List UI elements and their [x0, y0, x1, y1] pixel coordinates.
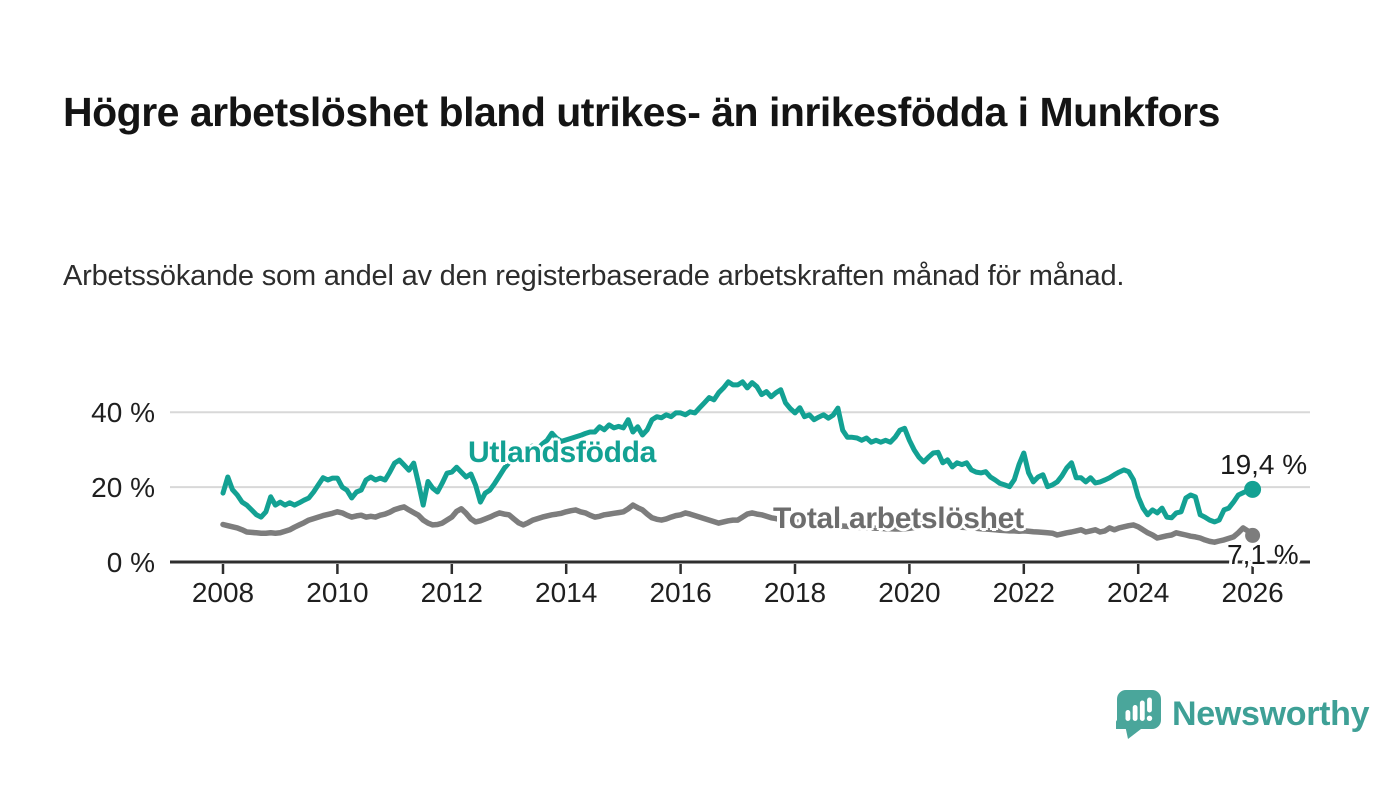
x-tick-label: 2014 [535, 577, 597, 608]
x-tick-label: 2018 [764, 577, 826, 608]
series-line-utlandsfodda [220, 379, 1256, 525]
series-label-total-arbetsloshet: Total arbetslöshet [773, 502, 1024, 535]
series-label-utlandsfodda: Utlandsfödda [468, 436, 657, 469]
chart-subtitle: Arbetssökande som andel av den registerb… [63, 260, 1125, 292]
x-tick-label: 2016 [649, 577, 711, 608]
series-line-total [220, 502, 1256, 545]
newsworthy-logo: Newsworthy [1116, 689, 1370, 739]
page-title: Högre arbetslöshet bland utrikes- än inr… [63, 89, 1220, 136]
y-tick-label: 0 % [107, 547, 155, 578]
x-tick-label: 2026 [1221, 577, 1283, 608]
logo-bubble-tail [1125, 725, 1141, 739]
end-value-label-utlandsfodda: 19,4 % [1220, 449, 1308, 480]
series-end-dot-utlandsfodda [1244, 480, 1262, 498]
end-value-label-total: 7,1 % [1227, 539, 1299, 570]
x-tick-label: 2012 [421, 577, 483, 608]
x-tick-label: 2008 [192, 577, 254, 608]
series-end-dot-total [1245, 527, 1261, 543]
x-tick-label: 2022 [993, 577, 1055, 608]
x-tick-label: 2024 [1107, 577, 1169, 608]
y-tick-label: 40 % [91, 397, 155, 428]
newsworthy-wordmark: Newsworthy [1172, 694, 1370, 733]
y-tick-label: 20 % [91, 472, 155, 503]
newsworthy-icon [1116, 690, 1161, 739]
x-tick-label: 2010 [306, 577, 368, 608]
x-tick-label: 2020 [878, 577, 940, 608]
logo-bubble-shape [1116, 690, 1161, 729]
